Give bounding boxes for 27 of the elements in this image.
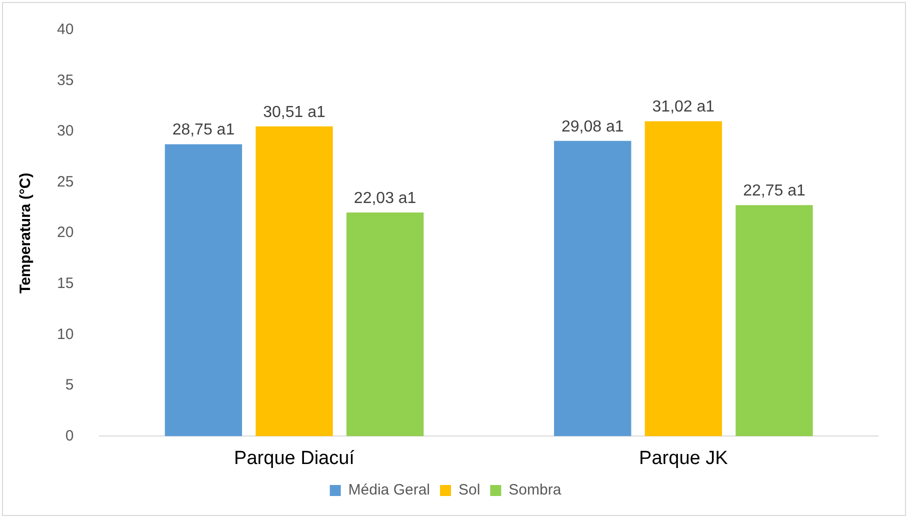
legend-label: Média Geral [348, 482, 430, 499]
bar [346, 212, 424, 436]
data-label: 29,08 a1 [561, 118, 624, 136]
y-tick-label: 15 [56, 275, 74, 292]
y-tick-label: 30 [56, 122, 74, 140]
y-axis-title: Temperatura (°C) [17, 172, 34, 294]
data-label: 28,75 a1 [172, 122, 235, 139]
x-tick-label: Parque Diacuí [234, 448, 356, 469]
y-tick-label: 35 [56, 72, 74, 89]
y-tick-label: 25 [56, 173, 74, 190]
bar [736, 205, 813, 436]
x-tick-label: Parque JK [639, 448, 728, 469]
data-label: 30,51 a1 [263, 104, 326, 121]
data-label: 22,75 a1 [743, 182, 806, 200]
legend-label: Sombra [508, 482, 562, 499]
bar [164, 144, 242, 436]
data-label: 22,03 a1 [354, 190, 416, 207]
y-tick-label: 10 [56, 326, 74, 343]
y-tick-label: 0 [65, 427, 74, 444]
y-tick-label: 40 [56, 21, 74, 38]
legend-label: Sol [458, 482, 480, 499]
bar [554, 140, 632, 436]
y-tick-label: 5 [65, 376, 74, 394]
bar [644, 121, 722, 436]
y-tick-label: 20 [56, 224, 74, 242]
data-label: 31,02 a1 [652, 98, 715, 116]
bar [256, 126, 333, 436]
